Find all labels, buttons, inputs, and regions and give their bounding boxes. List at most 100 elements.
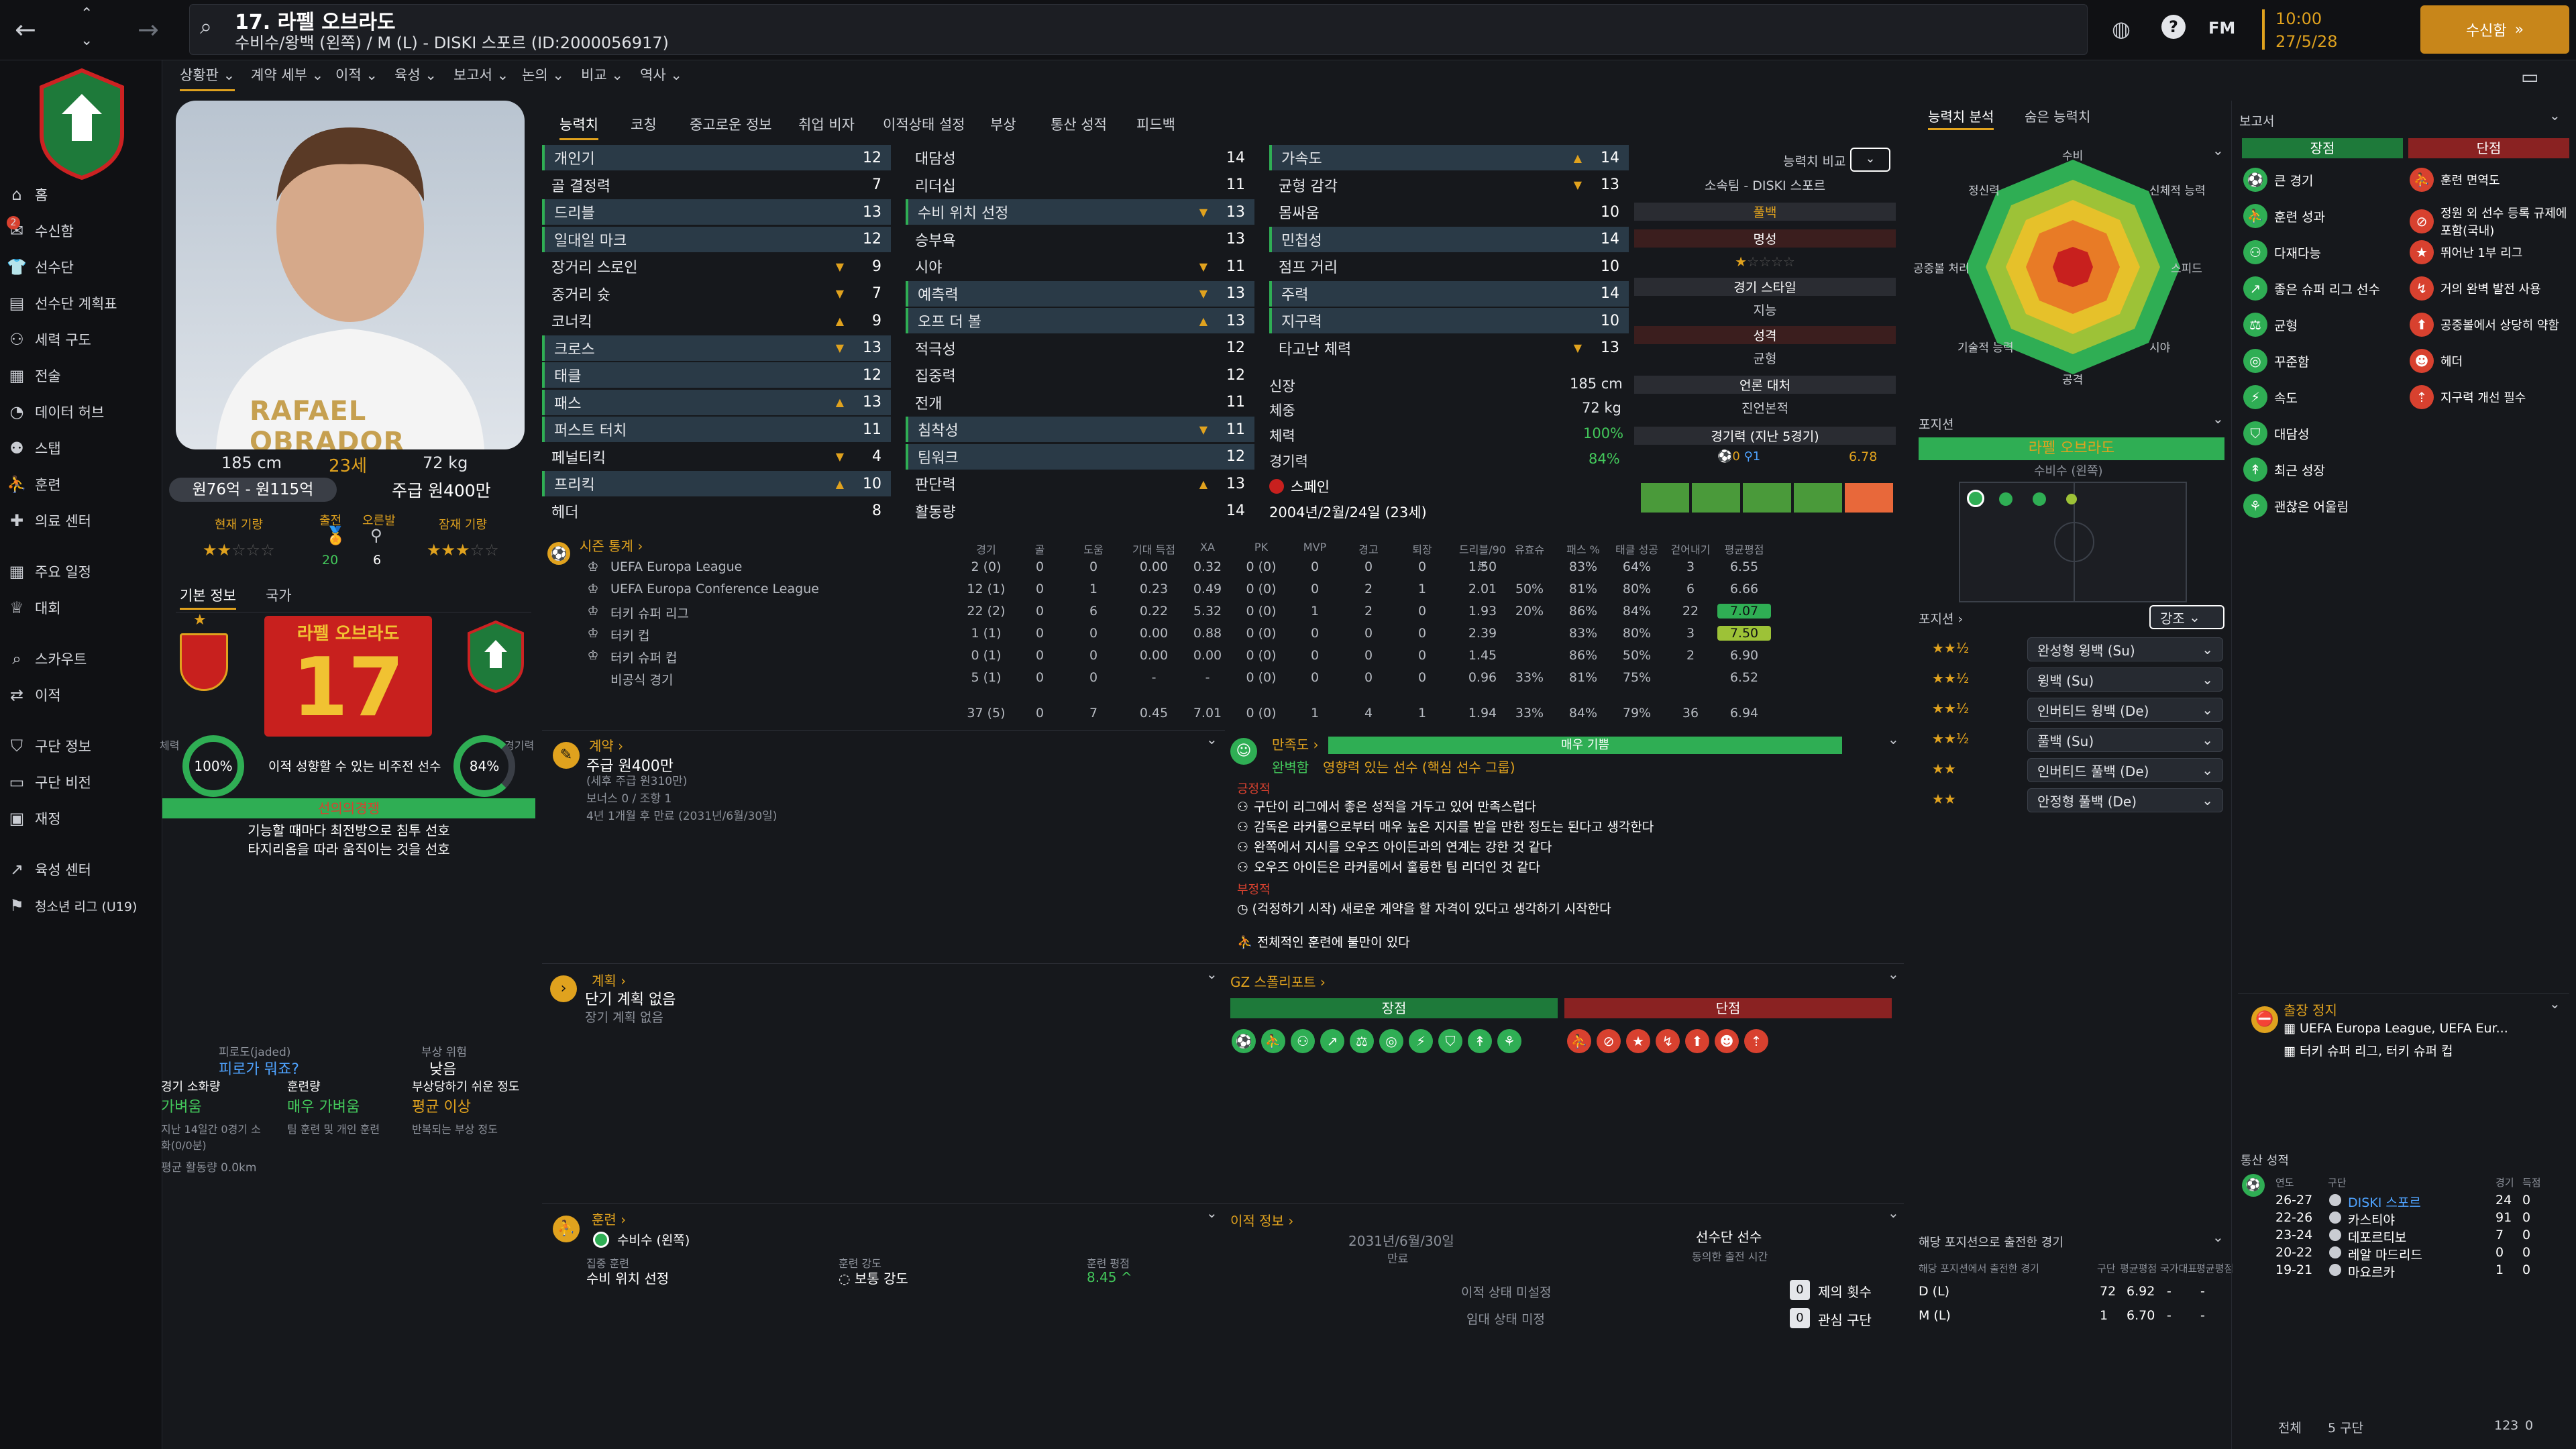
subnav-history[interactable]: 역사 ⌄ — [640, 67, 682, 83]
tab-transfer-status[interactable]: 이적상태 설정 — [883, 117, 965, 133]
report-con-item[interactable]: ☻ 헤더 — [2410, 349, 2569, 373]
position-collapse-icon[interactable]: ⌄ — [2212, 411, 2224, 427]
report-con-item[interactable]: ⛹ 훈련 면역도 — [2410, 168, 2569, 192]
report-con-item[interactable]: ⊘ 정원 외 선수 등록 규제에 포함(국내) — [2410, 204, 2569, 239]
table-row[interactable]: ♔ UEFA Europa League 2 (0) 0 0 0.00 0.32 0 (0) 0… — [550, 559, 1905, 581]
radar-collapse-icon[interactable]: ⌄ — [2212, 142, 2224, 158]
tab-injury[interactable]: 부상 — [990, 117, 1016, 133]
role-dropdown[interactable]: 윙백 (Su) ⌄ — [2027, 667, 2223, 692]
plan-collapse-icon[interactable]: ⌄ — [1206, 966, 1218, 982]
report-pro-item[interactable]: ⚇ 다재다능 — [2243, 240, 2402, 264]
attribute-row[interactable]: 주력 14 — [1269, 280, 1629, 307]
contract-collapse-icon[interactable]: ⌄ — [1206, 731, 1218, 747]
table-row[interactable]: ♔ UEFA Europa Conference League 12 (1) 0 1 0.… — [550, 582, 1905, 603]
attribute-row[interactable]: 수비 위치 선정 ▼ 13 — [906, 199, 1254, 225]
attribute-row[interactable]: 균형 감각 ▼ 13 — [1269, 172, 1629, 198]
plan-heading[interactable]: 계획 › — [592, 973, 627, 989]
table-row[interactable]: ♔ 터키 슈퍼 컵 0 (1) 0 0 0.00 0.00 0 (0) 0 0 0 1.45 86% 50… — [550, 648, 1905, 669]
transfer-heading[interactable]: 이적 정보 › — [1230, 1213, 1294, 1229]
report-con-item[interactable]: ↯ 거의 완벽 발전 사용 — [2410, 276, 2569, 301]
search-bar[interactable] — [189, 4, 2088, 55]
attribute-row[interactable]: 활동량 14 — [906, 498, 1254, 524]
attribute-row[interactable]: 패스 ▲ 13 — [542, 389, 891, 415]
attribute-row[interactable]: 적극성 12 — [906, 335, 1254, 361]
attribute-row[interactable]: 대담성 14 — [906, 145, 1254, 170]
attribute-row[interactable]: 드리블 13 — [542, 199, 891, 225]
chevron-down-icon[interactable]: ⌄ — [80, 32, 93, 49]
attribute-row[interactable]: 타고난 체력 ▼ 13 — [1269, 335, 1629, 361]
attribute-row[interactable]: 몸싸움 10 — [1269, 199, 1629, 225]
attribute-row[interactable]: 시야 ▼ 11 — [906, 254, 1254, 279]
sidebar-item-squad-planner[interactable]: ▤ 선수단 계획표 — [7, 288, 158, 318]
table-row[interactable]: ♔ 터키 슈퍼 리그 22 (2) 0 6 0.22 5.32 0 (0) 1 2 0 1.93 20%… — [550, 604, 1905, 625]
report-pro-item[interactable]: ↟ 최근 성장 — [2243, 458, 2402, 482]
attribute-row[interactable]: 가속도 ▲ 14 — [1269, 145, 1629, 170]
attribute-row[interactable]: 골 결정력 7 — [542, 172, 891, 198]
report-pro-item[interactable]: ⛹ 훈련 성과 — [2243, 204, 2402, 228]
tab-coaching[interactable]: 코칭 — [631, 117, 657, 133]
continue-button[interactable]: 수신함 » — [2420, 5, 2569, 54]
sidebar-item-finances[interactable]: ▣ 재정 — [7, 804, 158, 833]
gz-heading[interactable]: GZ 스폴리포트 › — [1230, 974, 1326, 990]
table-row[interactable]: 비공식 경기 5 (1) 0 0 - - 0 (0) 0 0 0 0.96 33% 81% 75% 6.52 — [550, 670, 1905, 692]
sidebar-item-u19[interactable]: ⚑ 청소년 리그 (U19) — [7, 891, 158, 920]
search-icon[interactable]: ⌕ — [200, 13, 212, 39]
happiness-heading[interactable]: 만족도 › — [1272, 737, 1319, 753]
sidebar-item-medical[interactable]: ✚ 의료 센터 — [7, 506, 158, 535]
attribute-row[interactable]: 코너킥 ▲ 9 — [542, 308, 891, 333]
attribute-row[interactable]: 점프 거리 10 — [1269, 254, 1629, 279]
report-pro-item[interactable]: ⚡ 속도 — [2243, 385, 2402, 409]
attribute-row[interactable]: 헤더 8 — [542, 498, 891, 524]
sidebar-item-dynamics[interactable]: ⚇ 세력 구도 — [7, 325, 158, 354]
report-con-item[interactable]: ⇡ 지구력 개선 필수 — [2410, 385, 2569, 409]
report-pro-item[interactable]: ⛉ 대담성 — [2243, 421, 2402, 445]
tab-nation[interactable]: 국가 — [266, 588, 292, 604]
subnav-contract[interactable]: 계약 세부 ⌄ — [251, 67, 324, 83]
compare-dropdown[interactable]: ⌄ — [1850, 148, 1890, 172]
training-collapse-icon[interactable]: ⌄ — [1206, 1205, 1218, 1221]
attribute-row[interactable]: 장거리 스로인 ▼ 9 — [542, 254, 891, 279]
back-arrow-icon[interactable]: ← — [15, 15, 36, 44]
subnav-development[interactable]: 육성 ⌄ — [394, 67, 437, 83]
attribute-row[interactable]: 승부욕 13 — [906, 227, 1254, 252]
training-heading[interactable]: 훈련 › — [592, 1212, 627, 1228]
attribute-row[interactable]: 개인기 12 — [542, 145, 891, 170]
tab-work-permit[interactable]: 취업 비자 — [798, 117, 855, 133]
attribute-row[interactable]: 침착성 ▼ 11 — [906, 417, 1254, 442]
attribute-row[interactable]: 리더십 11 — [906, 172, 1254, 198]
sidebar-item-tactics[interactable]: ▦ 전술 — [7, 361, 158, 390]
tab-info[interactable]: 중고로운 정보 — [690, 117, 772, 133]
sidebar-item-club-vision[interactable]: ▭ 구단 비전 — [7, 767, 158, 797]
role-dropdown[interactable]: 풀백 (Su) ⌄ — [2027, 728, 2223, 752]
report-pro-item[interactable]: ↗ 좋은 슈퍼 리그 선수 — [2243, 276, 2402, 301]
attribute-row[interactable]: 민첩성 14 — [1269, 226, 1629, 252]
subnav-compare[interactable]: 비교 ⌄ — [581, 67, 623, 83]
transfer-collapse-icon[interactable]: ⌄ — [1888, 1205, 1899, 1221]
subnav-transfer[interactable]: 이적 ⌄ — [335, 67, 378, 83]
tab-hidden-attributes[interactable]: 숨은 능력치 — [2025, 109, 2091, 125]
happiness-collapse-icon[interactable]: ⌄ — [1888, 731, 1899, 747]
player-value[interactable]: 원76억 - 원115억 — [169, 478, 337, 502]
attribute-row[interactable]: 태클 12 — [542, 362, 891, 388]
club-logo[interactable] — [35, 67, 129, 181]
contract-heading[interactable]: 계약 › — [589, 738, 624, 754]
sidebar-item-development[interactable]: ↗ 육성 센터 — [7, 855, 158, 884]
attribute-row[interactable]: 지구력 10 — [1269, 308, 1629, 333]
subnav-overview[interactable]: 상황판 ⌄ — [180, 64, 235, 91]
attribute-row[interactable]: 예측력 ▼ 13 — [906, 280, 1254, 307]
report-collapse-icon[interactable]: ⌄ — [2549, 107, 2561, 123]
attribute-row[interactable]: 프리킥 ▲ 10 — [542, 471, 891, 496]
sidebar-item-home[interactable]: ⌂ 홈 — [7, 180, 158, 209]
report-pro-item[interactable]: ⚘ 괜찮은 어울림 — [2243, 494, 2402, 518]
tab-attributes[interactable]: 능력치 — [559, 114, 598, 140]
help-icon[interactable]: ? — [2161, 15, 2186, 39]
sidebar-item-data-hub[interactable]: ◔ 데이터 허브 — [7, 397, 158, 427]
fm-logo[interactable]: FM — [2208, 19, 2236, 38]
attribute-row[interactable]: 전개 11 — [906, 390, 1254, 415]
sidebar-item-squad[interactable]: 👕 선수단 — [7, 258, 74, 276]
roles-heading[interactable]: 포지션 › — [1919, 612, 1964, 627]
sidebar-item-schedule[interactable]: ▦ 주요 일정 — [7, 557, 158, 586]
chevron-up-icon[interactable]: ⌃ — [80, 5, 93, 22]
report-pro-item[interactable]: ⚽ 큰 경기 — [2243, 168, 2402, 192]
role-dropdown[interactable]: 인버티드 풀백 (De) ⌄ — [2027, 758, 2223, 782]
